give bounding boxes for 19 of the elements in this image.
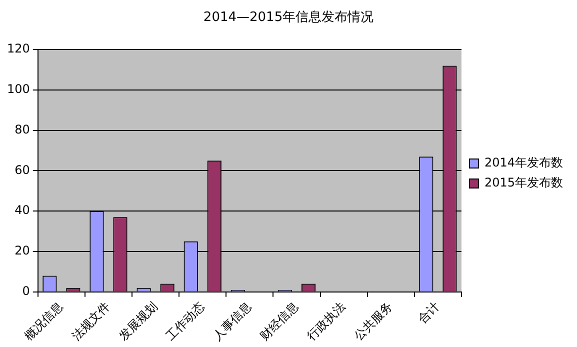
y-tick-label: 20 [14, 244, 30, 258]
x-tick-label: 法规文件 [68, 299, 113, 344]
x-tick-label: 工作动态 [163, 299, 207, 344]
y-tick-label: 80 [14, 122, 30, 136]
y-tick-label: 100 [7, 82, 30, 96]
x-tick-label: 财经信息 [257, 299, 302, 344]
x-tick-label: 合计 [415, 299, 442, 326]
x-tick-label: 概况信息 [22, 299, 66, 344]
y-tick-label: 40 [14, 203, 30, 218]
x-tick-label: 行政执法 [304, 299, 348, 344]
y-tick-label: 0 [22, 284, 30, 298]
legend-label: 2014年发布数 [484, 156, 564, 170]
y-tick-label: 60 [14, 162, 30, 177]
x-tick-label: 发展规划 [116, 299, 160, 344]
x-tick-label: 公共服务 [351, 299, 396, 344]
legend-label: 2015年发布数 [484, 176, 564, 190]
y-tick-label: 120 [7, 42, 30, 56]
x-tick-label: 人事信息 [210, 299, 254, 344]
chart-title: 2014—2015年信息发布情况 [203, 10, 374, 26]
